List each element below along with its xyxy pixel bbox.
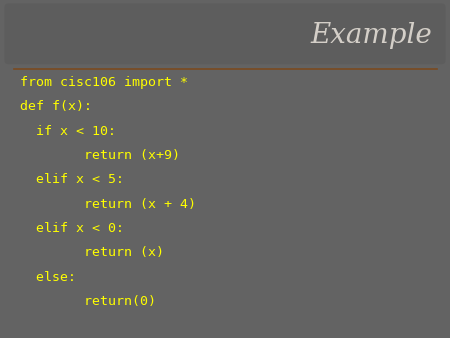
Text: def f(x):: def f(x): — [20, 100, 92, 113]
Text: return (x): return (x) — [20, 246, 164, 259]
Text: Example: Example — [310, 22, 432, 49]
Text: return (x+9): return (x+9) — [20, 149, 180, 162]
Text: return(0): return(0) — [20, 295, 156, 308]
FancyBboxPatch shape — [4, 3, 446, 64]
Text: return (x + 4): return (x + 4) — [20, 198, 196, 211]
Text: from cisc106 import *: from cisc106 import * — [20, 76, 188, 89]
Text: if x < 10:: if x < 10: — [20, 125, 116, 138]
Text: elif x < 0:: elif x < 0: — [20, 222, 124, 235]
Text: elif x < 5:: elif x < 5: — [20, 173, 124, 186]
Text: else:: else: — [20, 271, 76, 284]
